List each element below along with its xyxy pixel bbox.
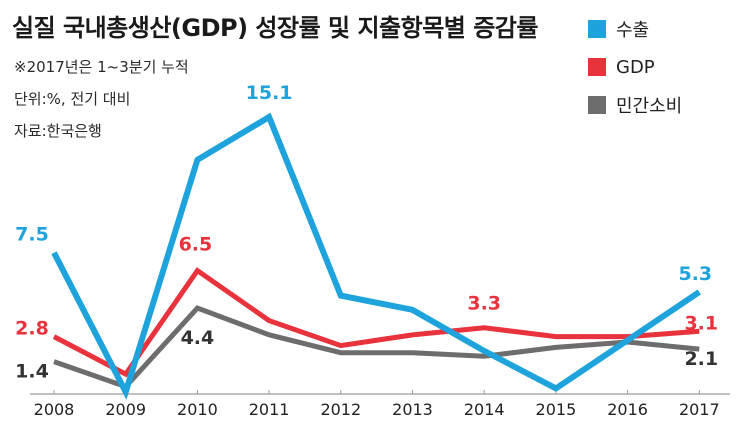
x-tick-label: 2013 xyxy=(392,400,433,419)
data-label: 5.3 xyxy=(678,263,712,285)
note-source: 자료:한국은행 xyxy=(14,122,102,140)
data-label: 2.1 xyxy=(684,348,718,370)
legend: 수출 GDP 민간소비 xyxy=(588,10,682,124)
data-label: 3.1 xyxy=(684,312,718,334)
consumption-line xyxy=(53,305,700,390)
data-label: 1.4 xyxy=(15,361,49,383)
legend-label-consumption: 민간소비 xyxy=(616,96,683,117)
data-label: 7.5 xyxy=(15,224,49,246)
x-tick-label: 2010 xyxy=(177,400,218,419)
x-tick-label: 2008 xyxy=(34,400,75,419)
data-label: 2.8 xyxy=(15,318,49,340)
legend-item-export: 수출 xyxy=(588,10,682,48)
gdp-line xyxy=(52,267,700,378)
legend-item-gdp: GDP xyxy=(588,48,682,86)
data-label: 3.3 xyxy=(467,293,501,315)
x-tick-label: 2012 xyxy=(320,400,361,419)
legend-label-export: 수출 xyxy=(616,20,650,41)
note-unit: 단위:%, 전기 대비 xyxy=(14,90,131,108)
x-tick-label: 2009 xyxy=(105,400,146,419)
x-tick-label: 2014 xyxy=(464,400,505,419)
note-period: ※2017년은 1~3분기 누적 xyxy=(14,58,189,76)
data-label: 15.1 xyxy=(246,82,293,104)
x-tick-label: 2017 xyxy=(679,400,720,419)
data-label: 6.5 xyxy=(179,234,213,256)
chart-title: 실질 국내총생산(GDP) 성장률 및 지출항목별 증감률 xyxy=(12,14,538,42)
legend-swatch-consumption xyxy=(588,96,606,114)
x-tick-label: 2016 xyxy=(607,400,648,419)
legend-label-gdp: GDP xyxy=(616,56,655,78)
x-tick-label: 2011 xyxy=(249,400,290,419)
data-label: 4.4 xyxy=(181,327,215,349)
legend-swatch-export xyxy=(588,20,606,38)
export-line xyxy=(51,112,701,400)
legend-swatch-gdp xyxy=(588,58,606,76)
x-tick-label: 2015 xyxy=(536,400,577,419)
legend-item-consumption: 민간소비 xyxy=(588,86,682,124)
